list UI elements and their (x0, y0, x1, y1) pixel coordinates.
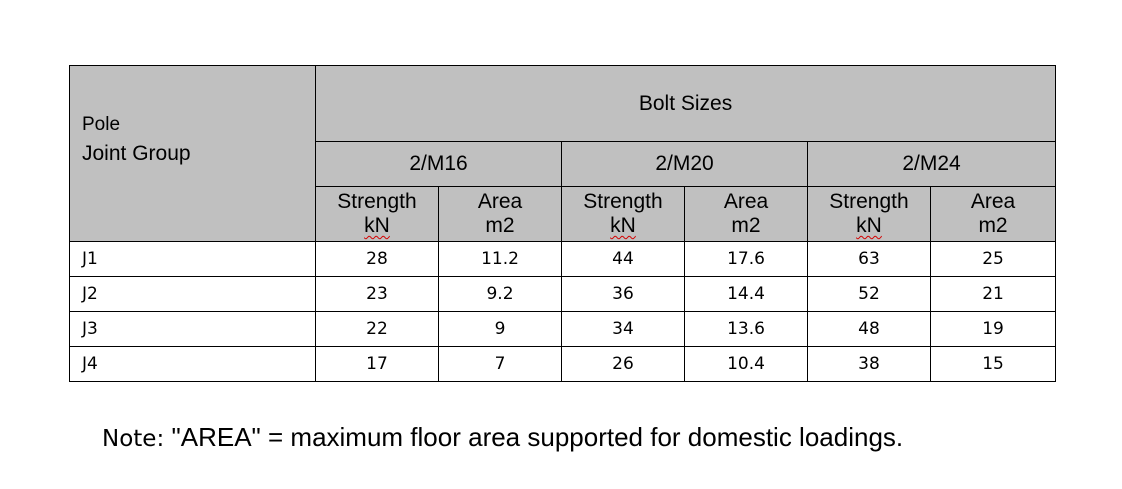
table-cell: 38 (807, 346, 931, 382)
area-header: Area m2 (929, 186, 1057, 242)
table-cell: 44 (561, 241, 685, 277)
table-cell: 26 (561, 346, 685, 382)
bolt-sizes-header: Bolt Sizes (314, 65, 1057, 142)
bolt-size-table: Pole Joint Group Bolt Sizes 2/M16 2/M20 … (69, 65, 1057, 382)
table-cell: 14.4 (684, 276, 808, 312)
joint-group-cell: J3 (69, 311, 316, 347)
table-cell: 15 (929, 346, 1057, 382)
area-header: Area m2 (438, 186, 562, 242)
table-cell: 13.6 (684, 311, 808, 347)
table-cell: 10.4 (684, 346, 808, 382)
size-header-m20: 2/M20 (561, 141, 808, 187)
footnote: Note: "AREA" = maximum floor area suppor… (102, 421, 903, 455)
pole-header-line-1: Pole (82, 114, 121, 135)
note-text: "AREA" = maximum floor area supported fo… (171, 422, 904, 452)
table-row: J3 22 9 34 13.6 48 19 (69, 311, 1057, 347)
table-row: J1 28 11.2 44 17.6 63 25 (69, 241, 1057, 277)
joint-group-cell: J4 (69, 346, 316, 382)
pole-header-line-2: Joint Group (82, 142, 191, 165)
table-cell: 52 (807, 276, 931, 312)
area-header: Area m2 (684, 186, 808, 242)
table-cell: 21 (929, 276, 1057, 312)
joint-group-cell: J1 (69, 241, 316, 277)
table-cell: 34 (561, 311, 685, 347)
table-row: J4 17 7 26 10.4 38 15 (69, 346, 1057, 382)
table-cell: 9.2 (438, 276, 562, 312)
size-header-m24: 2/M24 (806, 141, 1057, 187)
table-cell: 17 (315, 346, 439, 382)
table-cell: 36 (561, 276, 685, 312)
table-cell: 23 (315, 276, 439, 312)
pole-joint-group-header: Pole Joint Group (69, 65, 316, 242)
table-cell: 22 (315, 311, 439, 347)
table-cell: 28 (315, 241, 439, 277)
table-cell: 48 (807, 311, 931, 347)
table-cell: 7 (438, 346, 562, 382)
table-cell: 9 (438, 311, 562, 347)
strength-header: Strength kN (807, 186, 931, 242)
joint-group-cell: J2 (69, 276, 316, 312)
table-cell: 17.6 (684, 241, 808, 277)
table-cell: 63 (807, 241, 931, 277)
size-header-m16: 2/M16 (315, 141, 562, 187)
note-label: Note: (102, 426, 172, 452)
table-row: J2 23 9.2 36 14.4 52 21 (69, 276, 1057, 312)
strength-header: Strength kN (315, 186, 439, 242)
table-cell: 25 (929, 241, 1057, 277)
strength-header: Strength kN (561, 186, 685, 242)
table-cell: 11.2 (438, 241, 562, 277)
table-cell: 19 (929, 311, 1057, 347)
